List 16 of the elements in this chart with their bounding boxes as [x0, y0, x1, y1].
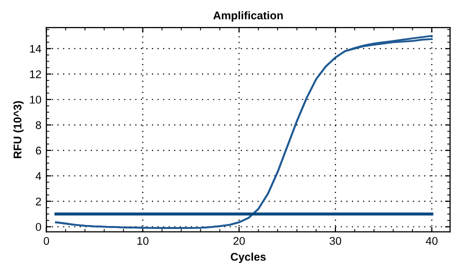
x-tick-label: 0: [44, 236, 50, 245]
y-tick-label: 2: [36, 198, 41, 206]
chart-title: Amplification: [213, 11, 283, 22]
y-tick-label: 12: [30, 70, 41, 78]
x-tick-label: 30: [330, 236, 342, 245]
y-tick-label: 0: [36, 223, 42, 231]
y-tick-label: 4: [36, 172, 42, 180]
x-tick-label: 20: [233, 236, 245, 245]
y-tick-label: 14: [30, 44, 42, 53]
y-axis-title: RFU (10^3): [13, 101, 24, 158]
y-tick-label: 8: [36, 121, 42, 130]
x-axis-title: Cycles: [230, 252, 266, 263]
x-tick-label: 10: [137, 236, 148, 245]
x-tick-label: 40: [426, 236, 438, 245]
y-tick-label: 6: [36, 146, 42, 155]
y-tick-label: 10: [30, 96, 42, 104]
